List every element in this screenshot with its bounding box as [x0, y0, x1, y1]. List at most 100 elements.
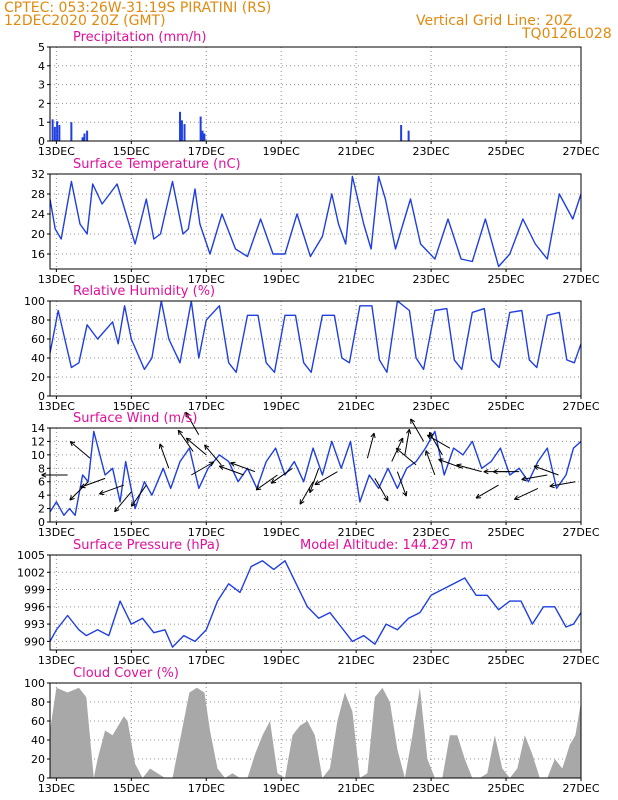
precipitation-bar	[183, 124, 186, 141]
temperature-xtick-label: 17DEC	[188, 273, 225, 286]
precipitation-xtick-label: 15DEC	[113, 145, 150, 158]
cloud-cover-xtick-label: 13DEC	[38, 782, 75, 795]
wind-arrow	[270, 467, 293, 484]
precipitation-xtick-label: 27DEC	[562, 145, 599, 158]
wind-xtick-label: 21DEC	[338, 526, 375, 539]
precipitation-xtick-label: 21DEC	[338, 145, 375, 158]
precipitation-bar	[203, 133, 206, 141]
wind-ytick-label: 0	[38, 516, 45, 529]
pressure-xtick-label: 15DEC	[113, 654, 150, 667]
grid-line-note: Vertical Grid Line: 20Z	[416, 13, 573, 29]
humidity-xtick-label: 27DEC	[562, 400, 599, 413]
temperature-ytick-label: 16	[31, 248, 45, 261]
wind-xtick-label: 15DEC	[113, 526, 150, 539]
wind-arrow	[130, 484, 147, 507]
cloud-cover-xtick-label: 21DEC	[338, 782, 375, 795]
pressure-subtitle: Model Altitude: 144.297 m	[300, 538, 473, 553]
temperature-panel: 16 20 24 28 32 13DEC 15DEC 17DEC 19DEC 21DEC 23DEC…	[31, 157, 600, 286]
precipitation-bar	[407, 130, 410, 141]
wind-arrow	[374, 478, 389, 502]
precipitation-bar	[56, 121, 59, 141]
humidity-title: Relative Humidity (%)	[73, 284, 215, 299]
pressure-ytick-label: 999	[24, 584, 45, 597]
wind-arrow	[395, 447, 417, 466]
humidity-xtick-label: 13DEC	[38, 400, 75, 413]
precipitation-ytick-label: 2	[38, 97, 45, 110]
humidity-frame	[49, 300, 582, 397]
wind-arrow	[69, 441, 91, 459]
humidity-ytick-label: 80	[31, 314, 45, 327]
precipitation-bar	[81, 137, 84, 141]
precipitation-ytick-label: 1	[38, 116, 45, 129]
temperature-ytick-label: 32	[31, 168, 45, 181]
temperature-xtick-label: 19DEC	[263, 273, 300, 286]
pressure-frame	[49, 554, 582, 651]
pressure-xtick-label: 27DEC	[562, 654, 599, 667]
cloud-cover-ytick-label: 40	[31, 734, 45, 747]
wind-ytick-label: 8	[38, 462, 45, 475]
pressure-ytick-label: 1005	[17, 549, 45, 562]
pressure-ytick-label: 993	[24, 618, 45, 631]
precipitation-ytick-label: 5	[38, 41, 45, 54]
wind-xtick-label: 17DEC	[188, 526, 225, 539]
temperature-ytick-label: 24	[31, 208, 45, 221]
wind-ytick-label: 2	[38, 503, 45, 516]
forecast-code: TQ0126L028	[522, 26, 612, 42]
wind-ytick-label: 14	[31, 422, 45, 435]
precipitation-bar	[58, 125, 61, 141]
precipitation-bar	[199, 116, 202, 141]
wind-arrow	[404, 428, 412, 455]
humidity-panel: 0 20 40 60 80 100 13DEC 15DEC 17DEC 19DEC 21DEC 23D…	[24, 284, 600, 413]
temperature-ytick-label: 28	[31, 188, 45, 201]
wind-arrow	[475, 484, 499, 499]
wind-arrow	[456, 463, 482, 473]
cloud-cover-xtick-label: 23DEC	[413, 782, 450, 795]
cloud-cover-ytick-label: 100	[24, 677, 45, 690]
pressure-ytick-label: 990	[24, 635, 45, 648]
precipitation-bar	[51, 119, 54, 141]
humidity-xtick-label: 25DEC	[487, 400, 524, 413]
wind-xtick-label: 19DEC	[263, 526, 300, 539]
wind-arrow	[314, 471, 338, 486]
wind-arrow	[513, 487, 539, 500]
humidity-series-line	[50, 301, 581, 373]
pressure-ytick-label: 1002	[17, 566, 45, 579]
precipitation-bar	[180, 120, 183, 141]
wind-arrow	[99, 484, 124, 495]
pressure-xtick-label: 13DEC	[38, 654, 75, 667]
humidity-ytick-label: 20	[31, 371, 45, 384]
precipitation-bar	[70, 122, 73, 141]
cloud-cover-xtick-label: 17DEC	[188, 782, 225, 795]
wind-arrow	[158, 443, 170, 469]
humidity-ytick-label: 60	[31, 333, 45, 346]
wind-arrow	[255, 474, 278, 491]
humidity-xtick-label: 15DEC	[113, 400, 150, 413]
precipitation-xtick-label: 23DEC	[413, 145, 450, 158]
cloud-cover-frame	[49, 682, 582, 779]
wind-arrow	[299, 481, 314, 505]
cloud-cover-ytick-label: 0	[38, 772, 45, 785]
wind-arrow	[492, 469, 520, 475]
humidity-xtick-label: 17DEC	[188, 400, 225, 413]
wind-arrow	[521, 474, 548, 482]
pressure-xtick-label: 21DEC	[338, 654, 375, 667]
pressure-xtick-label: 17DEC	[188, 654, 225, 667]
wind-arrow	[533, 465, 559, 476]
precipitation-xtick-label: 19DEC	[263, 145, 300, 158]
humidity-xtick-label: 21DEC	[338, 400, 375, 413]
humidity-xtick-label: 23DEC	[413, 400, 450, 413]
wind-xtick-label: 27DEC	[562, 526, 599, 539]
cloud-cover-title: Cloud Cover (%)	[73, 666, 179, 681]
wind-arrow	[308, 468, 320, 494]
temperature-xtick-label: 27DEC	[562, 273, 599, 286]
pressure-ytick-label: 996	[24, 601, 45, 614]
humidity-xtick-label: 19DEC	[263, 400, 300, 413]
pressure-panel: 990 993 996 999 1002 1005 13DEC 15DEC 17DEC 19DEC…	[17, 538, 600, 667]
wind-ytick-label: 4	[38, 489, 45, 502]
temperature-ytick-label: 20	[31, 228, 45, 241]
wind-ytick-label: 10	[31, 449, 45, 462]
wind-arrow	[218, 465, 244, 476]
wind-frame	[49, 427, 582, 523]
temperature-xtick-label: 15DEC	[113, 273, 150, 286]
